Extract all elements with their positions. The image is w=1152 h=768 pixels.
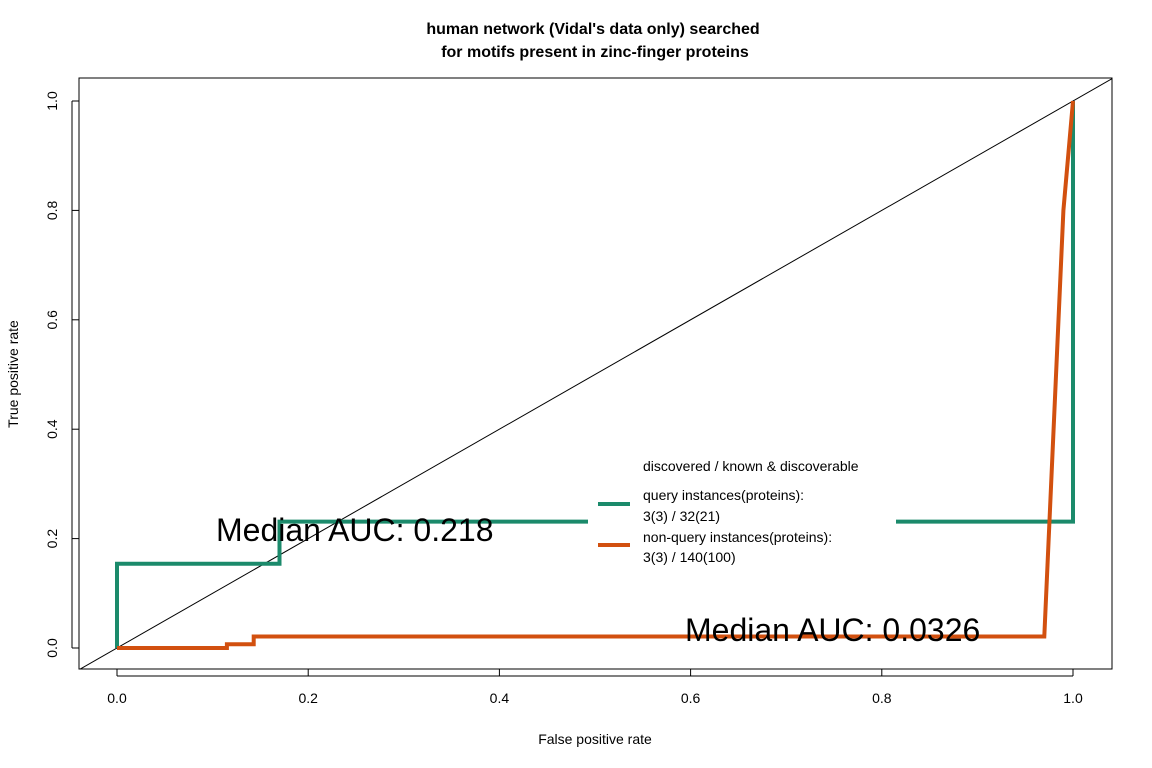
- legend-detail-query: 3(3) / 32(21): [643, 508, 720, 524]
- x-tick-label: 0.8: [872, 690, 892, 706]
- x-axis-label: False positive rate: [538, 731, 652, 747]
- x-tick-label: 0.6: [681, 690, 701, 706]
- y-tick-label: 0.6: [44, 310, 60, 330]
- legend: discovered / known & discoverable query …: [588, 452, 896, 572]
- legend-detail-nonquery: 3(3) / 140(100): [643, 549, 736, 565]
- chart-title-line-1: human network (Vidal's data only) search…: [426, 21, 759, 38]
- annotation-median-auc-nonquery: Median AUC: 0.0326: [685, 612, 980, 648]
- y-tick-label: 0.8: [44, 200, 60, 220]
- plot-area: 0.0 0.2 0.4 0.6 0.8 1.0 0.0 0.2 0.4 0.6 0.8 1.0: [44, 77, 1113, 706]
- y-tick-label: 0.2: [44, 529, 60, 549]
- x-tick-label: 0.2: [298, 690, 318, 706]
- y-tick-label: 0.0: [44, 638, 60, 658]
- legend-label-query: query instances(proteins):: [643, 487, 804, 503]
- legend-background: [588, 452, 896, 572]
- legend-label-nonquery: non-query instances(proteins):: [643, 529, 832, 545]
- annotation-median-auc-query: Median AUC: 0.218: [216, 512, 494, 548]
- series-line-query: [115, 101, 1075, 648]
- plot-frame: [78, 77, 1113, 670]
- y-tick-label: 1.0: [44, 91, 60, 111]
- y-axis-label: True positive rate: [5, 320, 21, 428]
- legend-title: discovered / known & discoverable: [643, 458, 859, 474]
- x-tick-label: 1.0: [1063, 690, 1083, 706]
- diagonal-reference-line: [79, 78, 1112, 669]
- x-tick-label: 0.4: [490, 690, 510, 706]
- chart-title-line-2: for motifs present in zinc-finger protei…: [441, 44, 749, 61]
- x-tick-label: 0.0: [107, 690, 127, 706]
- y-tick-label: 0.4: [44, 419, 60, 439]
- series-line-nonquery: [117, 100, 1075, 650]
